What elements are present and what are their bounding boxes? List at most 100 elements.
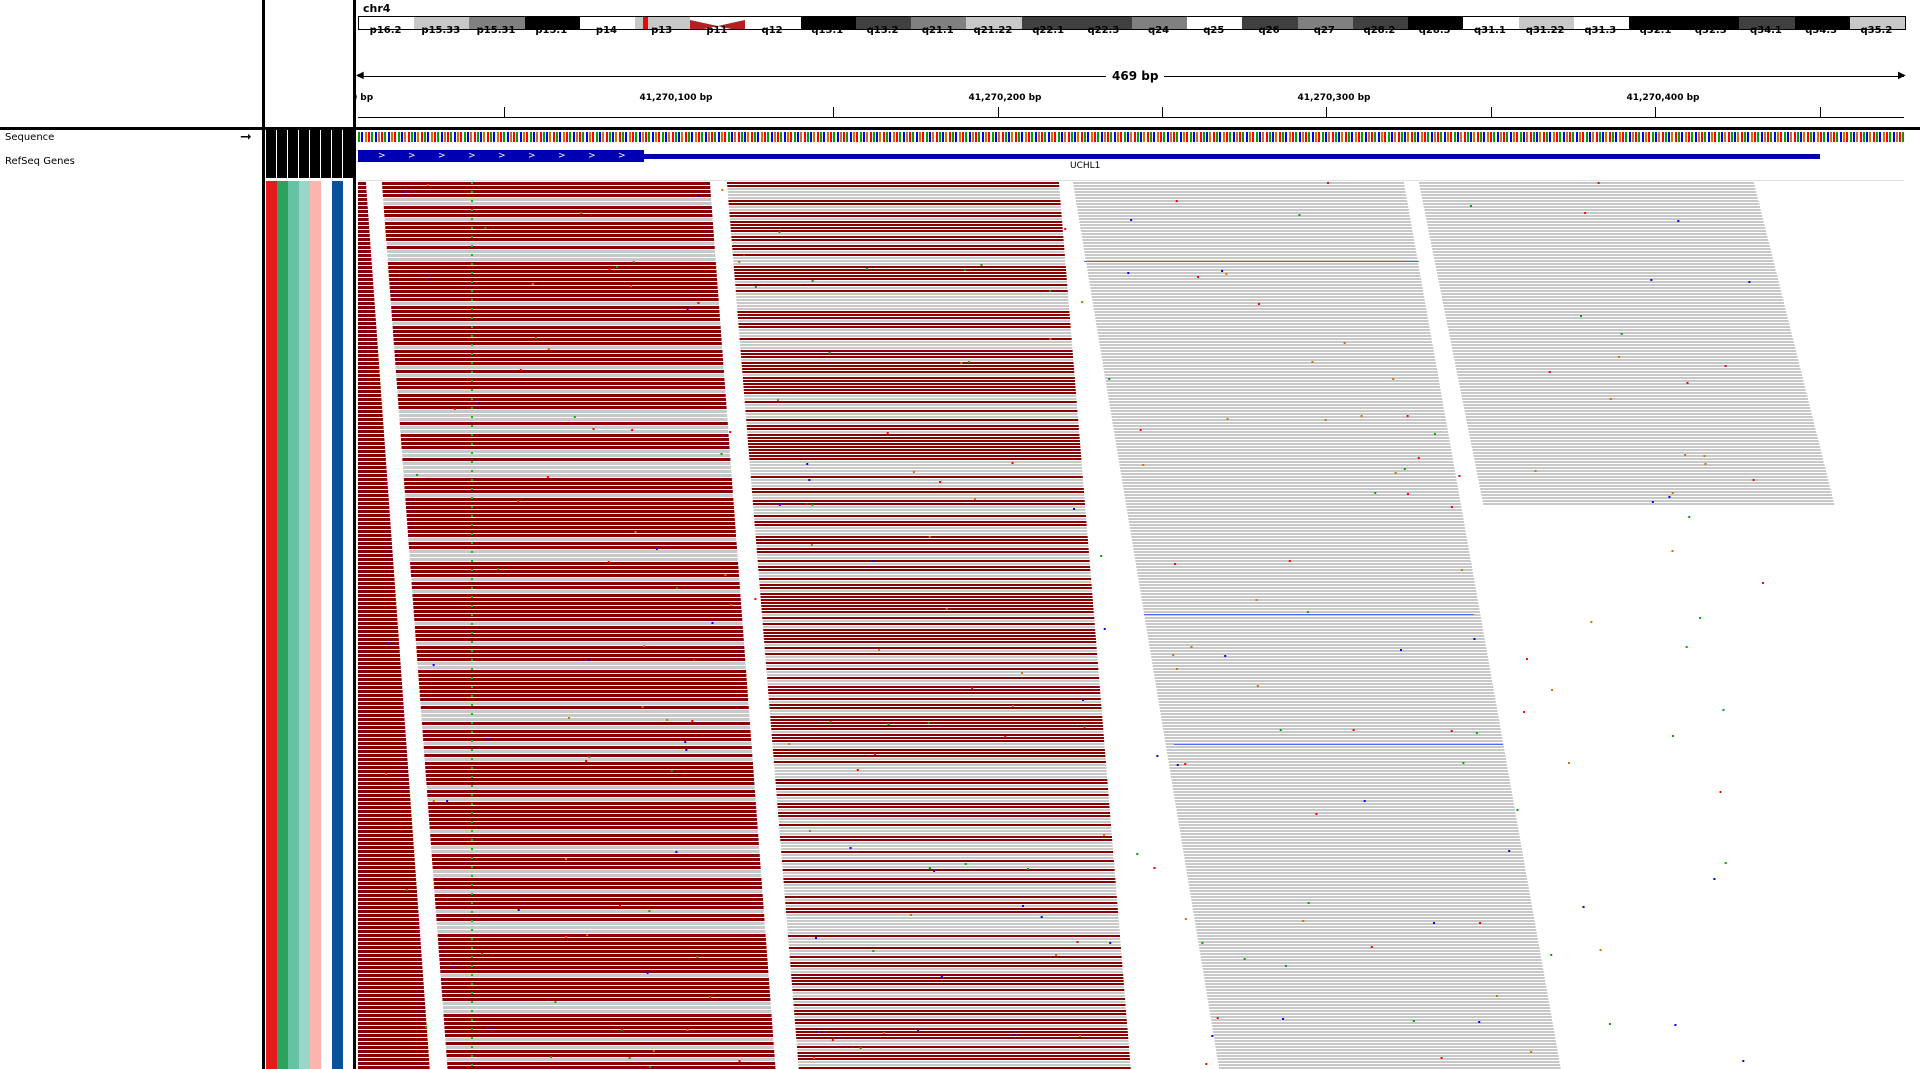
mismatch-base[interactable]	[1142, 464, 1145, 466]
aligned-read[interactable]	[791, 983, 1124, 985]
aligned-read[interactable]	[358, 774, 409, 777]
snp-base[interactable]	[471, 749, 473, 751]
aligned-read[interactable]	[393, 334, 722, 337]
aligned-read[interactable]	[1473, 455, 1823, 457]
aligned-read[interactable]	[397, 386, 726, 389]
aligned-read[interactable]	[358, 550, 393, 553]
aligned-read[interactable]	[1210, 1013, 1552, 1015]
aligned-read[interactable]	[1125, 500, 1461, 502]
aligned-read[interactable]	[1449, 332, 1792, 334]
mismatch-base[interactable]	[882, 1032, 885, 1034]
aligned-read[interactable]	[796, 1034, 1129, 1036]
aligned-read[interactable]	[423, 738, 752, 741]
aligned-read[interactable]	[1438, 281, 1779, 283]
aligned-read[interactable]	[391, 314, 720, 317]
snp-base[interactable]	[471, 713, 473, 715]
aligned-read[interactable]	[775, 782, 1108, 784]
aligned-read[interactable]	[1099, 344, 1433, 346]
aligned-read[interactable]	[769, 707, 1102, 709]
snp-base[interactable]	[471, 245, 473, 247]
aligned-read[interactable]	[756, 545, 1089, 547]
aligned-read[interactable]	[728, 206, 1061, 208]
aligned-read[interactable]	[1167, 752, 1505, 754]
aligned-read[interactable]	[1480, 491, 1832, 493]
aligned-read[interactable]	[358, 474, 388, 477]
aligned-read[interactable]	[1143, 611, 1480, 613]
aligned-read[interactable]	[358, 414, 383, 417]
mismatch-base[interactable]	[429, 278, 432, 280]
aligned-read[interactable]	[1160, 710, 1498, 712]
aligned-read[interactable]	[358, 302, 375, 305]
aligned-read[interactable]	[1111, 413, 1445, 415]
aligned-read[interactable]	[358, 270, 373, 273]
aligned-read[interactable]	[790, 965, 1123, 967]
mismatch-base[interactable]	[554, 1001, 557, 1003]
aligned-read[interactable]	[358, 202, 368, 205]
aligned-read[interactable]	[358, 986, 424, 989]
aligned-read[interactable]	[1168, 758, 1506, 760]
ideogram-band[interactable]	[1187, 17, 1243, 29]
snp-base[interactable]	[471, 911, 473, 913]
aligned-read[interactable]	[395, 370, 724, 373]
aligned-read[interactable]	[358, 686, 403, 689]
chromosome-ideogram[interactable]	[358, 16, 1906, 30]
snp-base[interactable]	[471, 830, 473, 832]
aligned-read[interactable]	[756, 551, 1089, 553]
aligned-read[interactable]	[1134, 557, 1471, 559]
aligned-read[interactable]	[749, 458, 1082, 460]
aligned-read[interactable]	[747, 431, 1080, 433]
aligned-read[interactable]	[358, 762, 408, 765]
snp-base[interactable]	[471, 668, 473, 670]
aligned-read[interactable]	[1143, 608, 1480, 610]
aligned-read[interactable]	[1080, 230, 1413, 232]
aligned-read[interactable]	[358, 750, 407, 753]
aligned-read[interactable]	[358, 926, 420, 929]
aligned-read[interactable]	[358, 306, 375, 309]
aligned-read[interactable]	[1150, 650, 1487, 652]
mismatch-base[interactable]	[831, 1039, 834, 1041]
aligned-read[interactable]	[1461, 395, 1808, 397]
mismatch-base[interactable]	[872, 950, 875, 952]
aligned-read[interactable]	[358, 458, 386, 461]
aligned-read[interactable]	[358, 374, 380, 377]
aligned-read[interactable]	[395, 358, 724, 361]
aligned-read[interactable]	[772, 746, 1105, 748]
aligned-read[interactable]	[427, 794, 756, 797]
aligned-read[interactable]	[1102, 362, 1436, 364]
sequence-track-label[interactable]: Sequence	[5, 132, 55, 143]
read-pair-line[interactable]	[1174, 744, 1503, 745]
aligned-read[interactable]	[1450, 338, 1793, 340]
aligned-read[interactable]	[441, 982, 770, 985]
aligned-read[interactable]	[1163, 731, 1502, 733]
mismatch-base[interactable]	[1406, 493, 1409, 495]
aligned-read[interactable]	[434, 890, 763, 893]
aligned-read[interactable]	[776, 791, 1109, 793]
aligned-read[interactable]	[383, 202, 712, 205]
aligned-read[interactable]	[1096, 323, 1429, 325]
aligned-read[interactable]	[358, 706, 404, 709]
aligned-read[interactable]	[761, 608, 1094, 610]
aligned-read[interactable]	[1200, 953, 1541, 955]
aligned-read[interactable]	[1144, 617, 1481, 619]
aligned-read[interactable]	[391, 310, 720, 313]
mismatch-base[interactable]	[1516, 809, 1519, 811]
mismatch-base[interactable]	[676, 587, 679, 589]
aligned-read[interactable]	[1452, 350, 1796, 352]
mismatch-base[interactable]	[425, 1026, 428, 1028]
aligned-read[interactable]	[389, 278, 718, 281]
aligned-read[interactable]	[1476, 470, 1826, 472]
aligned-read[interactable]	[358, 714, 405, 717]
aligned-read[interactable]	[358, 1058, 430, 1061]
aligned-read[interactable]	[358, 354, 379, 357]
mismatch-base[interactable]	[616, 266, 619, 268]
aligned-read[interactable]	[358, 814, 412, 817]
aligned-read[interactable]	[1469, 434, 1817, 436]
aligned-read[interactable]	[743, 389, 1076, 391]
snp-base[interactable]	[471, 659, 473, 661]
aligned-read[interactable]	[358, 286, 374, 289]
mismatch-base[interactable]	[547, 348, 550, 350]
aligned-read[interactable]	[779, 830, 1112, 832]
aligned-read[interactable]	[358, 958, 422, 961]
aligned-read[interactable]	[358, 198, 368, 201]
aligned-read[interactable]	[437, 934, 766, 937]
